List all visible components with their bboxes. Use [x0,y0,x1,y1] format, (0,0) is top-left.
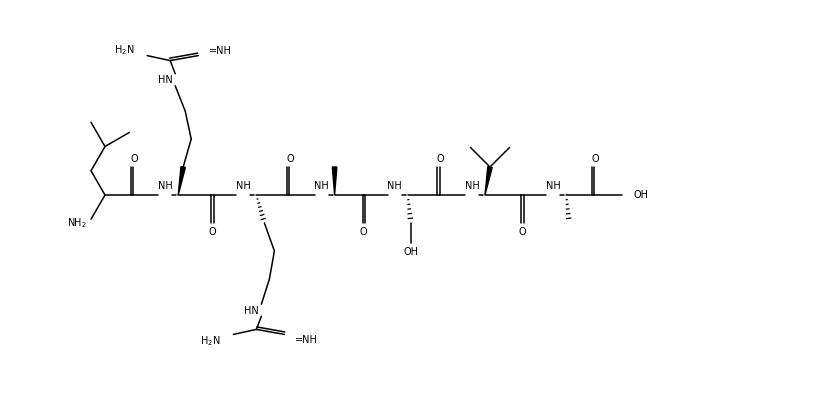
Text: NH: NH [546,181,560,191]
Text: NH$_2$: NH$_2$ [67,216,87,230]
Polygon shape [178,167,186,195]
Text: =NH: =NH [209,46,232,56]
Polygon shape [485,167,492,195]
Text: =NH: =NH [295,335,318,346]
Polygon shape [332,167,337,195]
Text: HN: HN [244,306,258,316]
Text: NH: NH [465,181,479,191]
Text: NH: NH [314,181,329,191]
Text: O: O [209,227,216,237]
Text: O: O [437,154,445,164]
Text: OH: OH [403,246,418,257]
Text: O: O [591,154,599,164]
Text: H$_2$N: H$_2$N [200,334,220,348]
Text: O: O [130,154,137,164]
Text: HN: HN [158,75,173,85]
Text: OH: OH [633,190,648,200]
Text: NH: NH [236,181,251,191]
Text: O: O [286,154,294,164]
Text: O: O [360,227,367,237]
Text: NH: NH [388,181,402,191]
Text: NH: NH [158,181,173,191]
Text: O: O [518,227,526,237]
Text: H$_2$N: H$_2$N [114,43,134,56]
